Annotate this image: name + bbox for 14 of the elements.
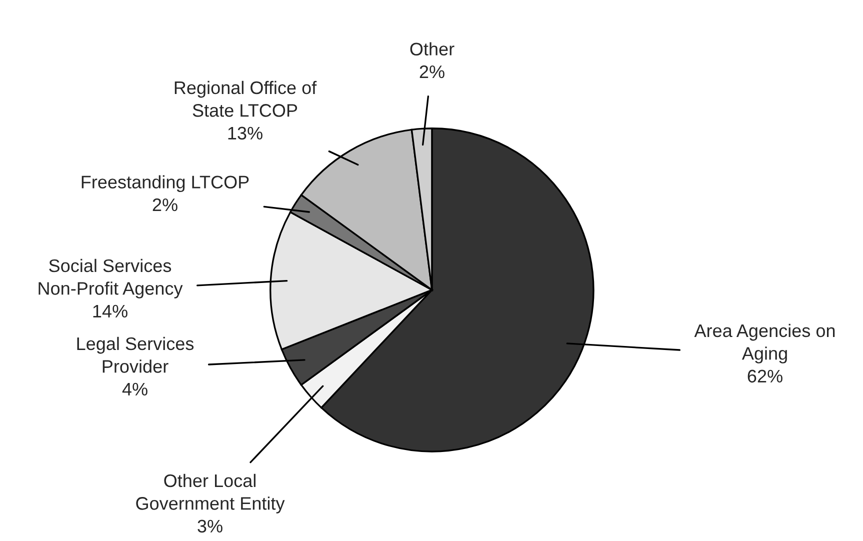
slice-label: Other: [410, 42, 454, 56]
data-label: 2%: [152, 198, 178, 212]
slice-label: Other Local Government Entity: [136, 474, 285, 514]
data-label: 4%: [122, 382, 148, 396]
slice-label: Regional Office of State LTCOP: [174, 80, 317, 117]
slice-label: Area Agencies on Aging: [694, 324, 835, 364]
slice-label: Legal Services Provider: [77, 336, 194, 373]
data-label: 14%: [93, 304, 128, 318]
slice-label: Freestanding LTCOP: [82, 175, 249, 192]
data-label: 62%: [748, 370, 782, 383]
data-label: 2%: [420, 65, 444, 78]
slice-label: Social Services Non-Profit Agency: [38, 258, 183, 298]
data-label: 3%: [198, 520, 222, 533]
data-label: 13%: [228, 126, 262, 140]
